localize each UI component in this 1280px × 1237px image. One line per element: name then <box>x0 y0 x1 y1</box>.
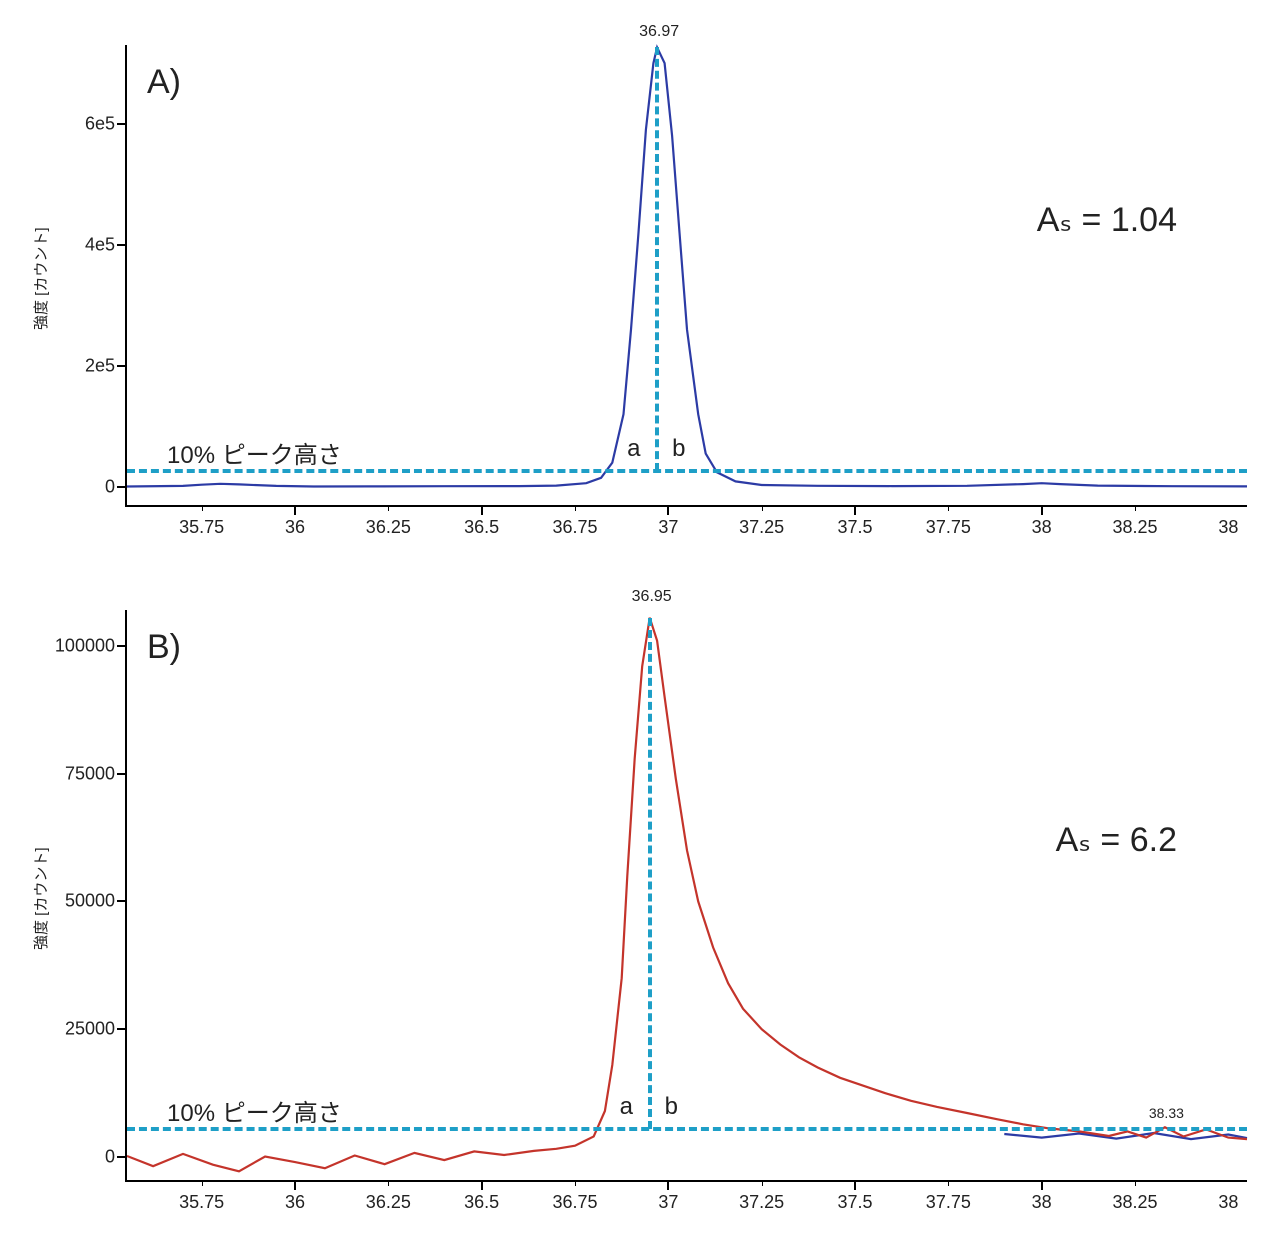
peak-label-a: 36.97 <box>639 23 679 41</box>
x-tick-label: 36.75 <box>552 517 597 538</box>
x-tick-label: 36 <box>285 517 305 538</box>
y-tick-label: 50000 <box>65 891 115 912</box>
x-tick-label: 37.5 <box>837 517 872 538</box>
y-tick-label: 2e5 <box>85 355 115 376</box>
x-tick-label: 37.25 <box>739 1192 784 1213</box>
y-tick <box>117 1028 127 1030</box>
x-tick-major <box>854 1180 856 1190</box>
x-tick-label: 38 <box>1218 1192 1238 1213</box>
ten-percent-label-b: 10% ピーク高さ <box>167 1093 342 1128</box>
ten-percent-label-a: 10% ピーク高さ <box>167 435 342 470</box>
x-tick-label: 35.75 <box>179 1192 224 1213</box>
panel-b: 強度 [カウント] 36.95 38.33 B) Aₛ = 6.2 10% ピー… <box>0 570 1280 1237</box>
y-axis-label-b: 強度 [カウント] <box>30 847 51 950</box>
x-tick-label: 36 <box>285 1192 305 1213</box>
y-tick <box>117 244 127 246</box>
x-tick-label: 36.5 <box>464 517 499 538</box>
y-tick <box>117 1156 127 1158</box>
y-tick <box>117 365 127 367</box>
y-tick <box>117 900 127 902</box>
asymmetry-label-b: Aₛ = 6.2 <box>1056 820 1177 860</box>
x-tick-major <box>481 505 483 515</box>
y-tick-label: 6e5 <box>85 113 115 134</box>
panel-label-b: B) <box>147 628 181 667</box>
y-tick-label: 4e5 <box>85 234 115 255</box>
x-tick-minor <box>948 1180 949 1186</box>
x-tick-minor <box>948 505 949 511</box>
y-tick-label: 0 <box>105 476 115 497</box>
x-tick-label: 38 <box>1032 517 1052 538</box>
x-tick-major <box>294 505 296 515</box>
x-tick-label: 38 <box>1218 517 1238 538</box>
x-tick-minor <box>575 505 576 511</box>
y-tick <box>117 123 127 125</box>
x-tick-minor <box>762 505 763 511</box>
x-tick-minor <box>1135 505 1136 511</box>
region-a-label-b: a <box>620 1093 633 1121</box>
peak-vertical-line-a <box>655 47 659 471</box>
y-tick <box>117 773 127 775</box>
chart-a: 36.97 A) Aₛ = 1.04 10% ピーク高さ a b 35.7536… <box>125 45 1247 507</box>
peak-vertical-line-b <box>648 618 652 1129</box>
x-tick-label: 38.25 <box>1112 517 1157 538</box>
region-b-label-b: b <box>665 1093 678 1121</box>
x-tick-label: 38 <box>1032 1192 1052 1213</box>
figure: 強度 [カウント] 36.97 A) Aₛ = 1.04 10% ピーク高さ a… <box>0 0 1280 1237</box>
peak-label-b: 36.95 <box>632 588 672 606</box>
y-tick <box>117 486 127 488</box>
x-tick-label: 36.5 <box>464 1192 499 1213</box>
x-tick-label: 36.25 <box>366 1192 411 1213</box>
x-tick-major <box>667 1180 669 1190</box>
series-b-secondary <box>1004 1133 1247 1139</box>
x-tick-major <box>667 505 669 515</box>
x-tick-minor <box>1135 1180 1136 1186</box>
y-axis-label-a: 強度 [カウント] <box>30 227 51 330</box>
x-tick-major <box>1041 505 1043 515</box>
x-tick-minor <box>202 1180 203 1186</box>
x-tick-label: 37 <box>658 517 678 538</box>
panel-label-a: A) <box>147 63 181 102</box>
x-tick-label: 37.25 <box>739 517 784 538</box>
chart-b: 36.95 38.33 B) Aₛ = 6.2 10% ピーク高さ a b 35… <box>125 610 1247 1182</box>
x-tick-label: 35.75 <box>179 517 224 538</box>
series-b <box>127 618 1247 1172</box>
x-tick-label: 36.75 <box>552 1192 597 1213</box>
x-tick-label: 36.25 <box>366 517 411 538</box>
panel-a: 強度 [カウント] 36.97 A) Aₛ = 1.04 10% ピーク高さ a… <box>0 0 1280 560</box>
y-tick-label: 0 <box>105 1146 115 1167</box>
x-tick-minor <box>202 505 203 511</box>
x-tick-label: 37.5 <box>837 1192 872 1213</box>
x-tick-major <box>481 1180 483 1190</box>
second-peak-label-b: 38.33 <box>1149 1105 1184 1121</box>
x-tick-minor <box>388 1180 389 1186</box>
asymmetry-label-a: Aₛ = 1.04 <box>1037 200 1177 240</box>
y-tick-label: 75000 <box>65 763 115 784</box>
region-b-label-a: b <box>672 435 685 463</box>
x-tick-label: 37.75 <box>926 1192 971 1213</box>
x-tick-label: 38.25 <box>1112 1192 1157 1213</box>
x-tick-major <box>1041 1180 1043 1190</box>
region-a-label-a: a <box>627 435 640 463</box>
y-tick <box>117 645 127 647</box>
series-a <box>127 47 1247 486</box>
x-tick-minor <box>762 1180 763 1186</box>
x-tick-minor <box>388 505 389 511</box>
x-tick-major <box>854 505 856 515</box>
y-tick-label: 25000 <box>65 1019 115 1040</box>
x-tick-label: 37 <box>658 1192 678 1213</box>
x-tick-major <box>294 1180 296 1190</box>
y-tick-label: 100000 <box>55 635 115 656</box>
x-tick-minor <box>575 1180 576 1186</box>
x-tick-label: 37.75 <box>926 517 971 538</box>
